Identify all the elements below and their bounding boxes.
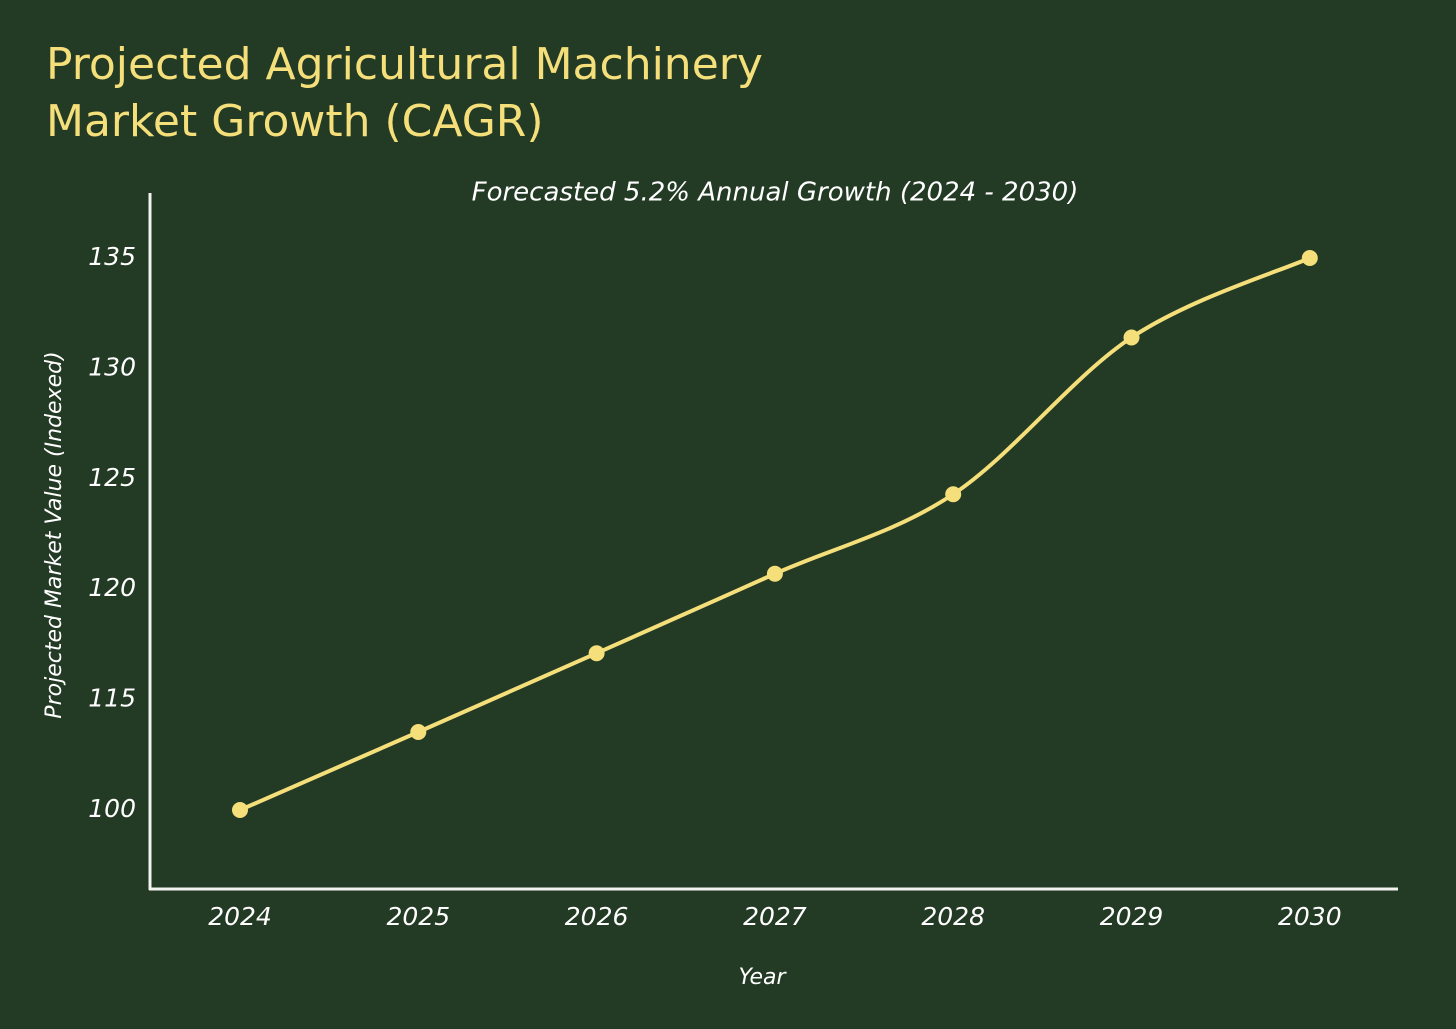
- y-tick-label: 120: [88, 573, 136, 602]
- point: [1301, 250, 1318, 266]
- x-tick-label: 2024: [208, 902, 272, 931]
- x-tick-label: 2030: [1278, 902, 1342, 931]
- y-axis-label: Projected Market Value (Indexed): [42, 351, 67, 718]
- point: [588, 645, 605, 662]
- y-tick-label: 125: [88, 463, 136, 492]
- point: [410, 723, 427, 740]
- y-tick-label: 100: [88, 794, 136, 823]
- x-tick-label: 2027: [743, 902, 807, 931]
- point: [232, 802, 248, 818]
- line: [239, 256, 1311, 812]
- x-tick-label: 2026: [565, 902, 629, 931]
- y-tick-label: 130: [88, 352, 136, 381]
- x-tick-label: 2028: [921, 902, 985, 931]
- x-axis-label: Year: [738, 965, 787, 990]
- x-tick-label: 2025: [386, 902, 450, 931]
- chart-subtitle: Forecasted 5.2% Annual Growth (2024 - 20…: [472, 178, 1079, 208]
- point: [945, 486, 962, 503]
- point: [766, 565, 783, 582]
- chart-title: Projected Agricultural Machinery Market …: [46, 39, 763, 147]
- y-tick-label: 135: [88, 242, 136, 271]
- x-tick-label: 2029: [1100, 902, 1164, 931]
- point: [1123, 329, 1140, 346]
- y-tick-label: 115: [88, 684, 136, 713]
